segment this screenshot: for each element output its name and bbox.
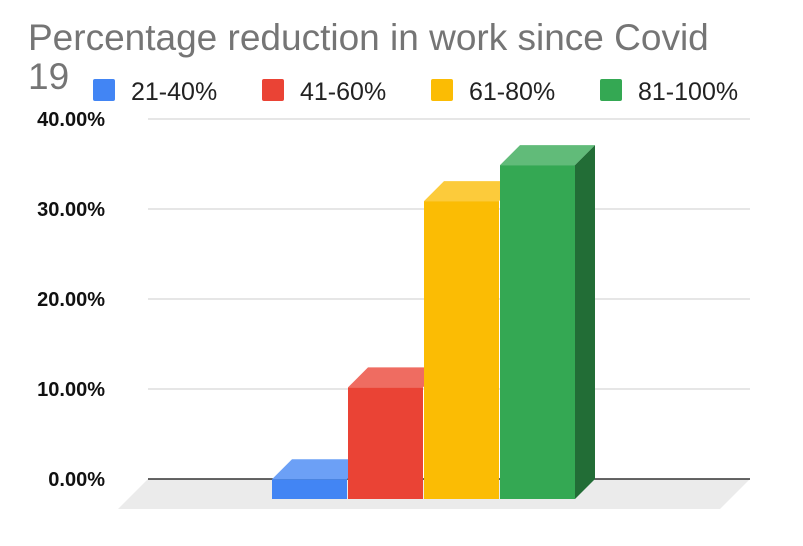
bar-front (348, 387, 423, 499)
bar-61-80% (424, 181, 519, 499)
chart-title-line-2: 19 (28, 56, 69, 97)
bar-front (424, 201, 499, 499)
bars (272, 145, 595, 499)
legend-label-0: 21-40% (131, 78, 217, 106)
legend-label-1: 41-60% (300, 78, 386, 106)
legend-swatch-3 (600, 79, 622, 101)
legend-label-3: 81-100% (638, 78, 738, 106)
bar-side (575, 145, 595, 499)
legend-swatch-2 (431, 79, 453, 101)
bar-top (500, 145, 595, 166)
bar-81-100% (500, 145, 595, 499)
bar-front (500, 165, 575, 499)
y-tick-label: 10.00% (37, 379, 105, 401)
bar-21-40% (272, 459, 367, 499)
bar-41-60% (348, 367, 443, 499)
legend-swatch-0 (93, 79, 115, 101)
y-tick-label: 20.00% (37, 289, 105, 311)
y-tick-label: 0.00% (48, 469, 105, 491)
bar-top (272, 459, 367, 480)
bar-front (272, 479, 347, 499)
bar-top (348, 367, 443, 388)
legend: 21-40% 41-60% 61-80% 81-100% (93, 78, 738, 106)
chart-title-line-1: Percentage reduction in work since Covid (28, 17, 709, 58)
bar-top (424, 181, 519, 202)
legend-label-2: 61-80% (469, 78, 555, 106)
y-axis: 0.00% 10.00% 20.00% 30.00% 40.00% (37, 109, 750, 491)
legend-swatch-1 (262, 79, 284, 101)
y-tick-label: 40.00% (37, 109, 105, 131)
y-tick-label: 30.00% (37, 199, 105, 221)
